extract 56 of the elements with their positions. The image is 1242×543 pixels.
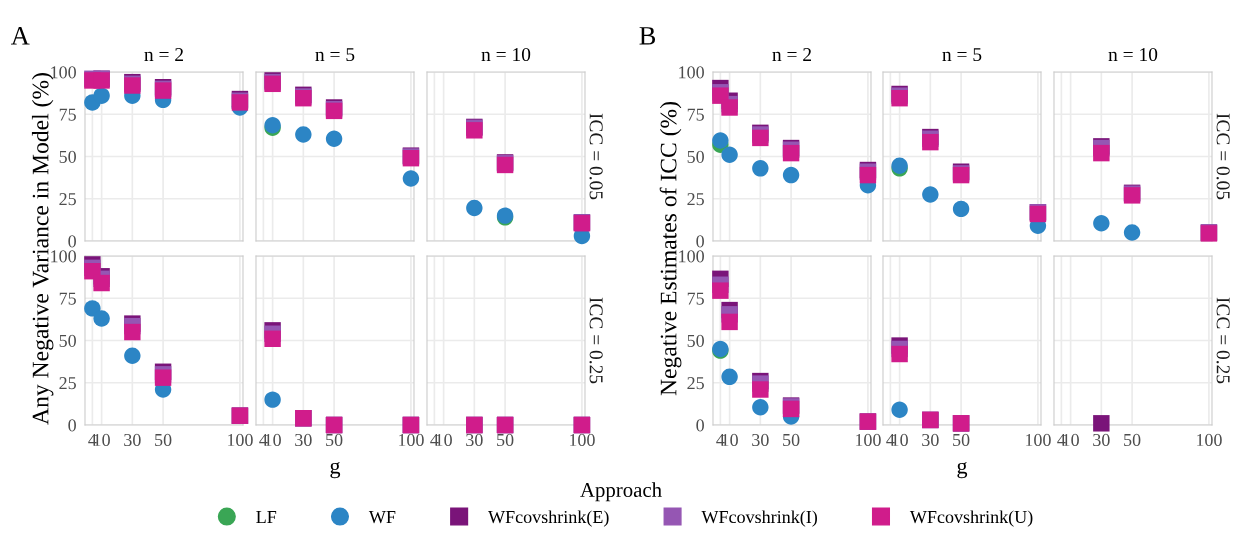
y-tick-label: 0 <box>68 419 76 432</box>
y-tick-label: 75 <box>687 108 704 121</box>
y-tick-label: 25 <box>59 193 76 206</box>
chart-title: n = 2 <box>772 48 811 61</box>
chart-title: n = 2 <box>144 48 183 61</box>
y-tick-label: 75 <box>59 108 76 121</box>
y-tick-label: 0 <box>68 235 76 248</box>
y2-axis-title: ICC = 0.05 <box>1216 113 1230 200</box>
y-tick-label: 50 <box>59 334 76 347</box>
y-tick-label: 25 <box>59 377 76 390</box>
y-tick-label: 100 <box>679 66 704 79</box>
chart-title: n = 5 <box>942 48 982 62</box>
x-tick-label: 50 <box>155 433 172 447</box>
y-tick-label: 25 <box>687 193 704 206</box>
x-tick-label: 100 <box>227 433 253 447</box>
x-tick-label: 30 <box>124 433 141 447</box>
legend-label: WFcovshrink(U) <box>909 510 1033 527</box>
x-tick-label: 50 <box>326 433 343 447</box>
y2-axis-title: ICC = 0.05 <box>589 113 603 200</box>
legend-label: LF <box>256 511 277 523</box>
y-tick-label: 0 <box>696 419 704 432</box>
x-tick-label: 100 <box>855 433 881 447</box>
y-tick-label: 50 <box>687 150 704 163</box>
x-tick-label: 30 <box>1093 433 1110 447</box>
x-axis-title: g <box>957 462 968 479</box>
legend-label: WF <box>368 511 396 524</box>
x-tick-label: 30 <box>922 433 939 447</box>
x-tick-label: 50 <box>497 433 514 447</box>
chart-title: n = 5 <box>315 48 355 62</box>
text: B <box>639 27 656 45</box>
chart-title: n = 10 <box>481 47 531 62</box>
x-tick-label: 30 <box>752 433 769 447</box>
x-tick-label: 100 <box>398 433 424 447</box>
y2-axis-title: ICC = 0.25 <box>1216 297 1230 384</box>
x-tick-label: 50 <box>1124 433 1141 447</box>
y-tick-label: 100 <box>51 66 76 79</box>
y-tick-label: 0 <box>696 235 704 248</box>
x-tick-label: 50 <box>783 433 800 447</box>
y-tick-label: 50 <box>59 150 76 163</box>
legend-label: WFcovshrink(I) <box>701 510 817 527</box>
x-tick-label: 30 <box>466 433 483 447</box>
legend-label: WFcovshrink(E) <box>488 510 609 527</box>
legend-title: Approach <box>580 482 662 502</box>
x-tick-label: 100 <box>569 433 595 447</box>
x-tick-label: 30 <box>295 433 312 447</box>
x-tick-label: 100 <box>1025 433 1051 447</box>
x-tick-label: 50 <box>953 433 970 447</box>
chart-title: n = 10 <box>1108 47 1158 62</box>
y-tick-label: 75 <box>59 292 76 305</box>
x-tick-label: 100 <box>1196 433 1222 447</box>
y-tick-label: 50 <box>687 334 704 347</box>
y2-axis-title: ICC = 0.25 <box>589 297 603 384</box>
x-axis-title: g <box>330 462 341 479</box>
y-tick-label: 75 <box>687 292 704 305</box>
y-tick-label: 25 <box>687 377 704 390</box>
text: A <box>11 26 30 45</box>
